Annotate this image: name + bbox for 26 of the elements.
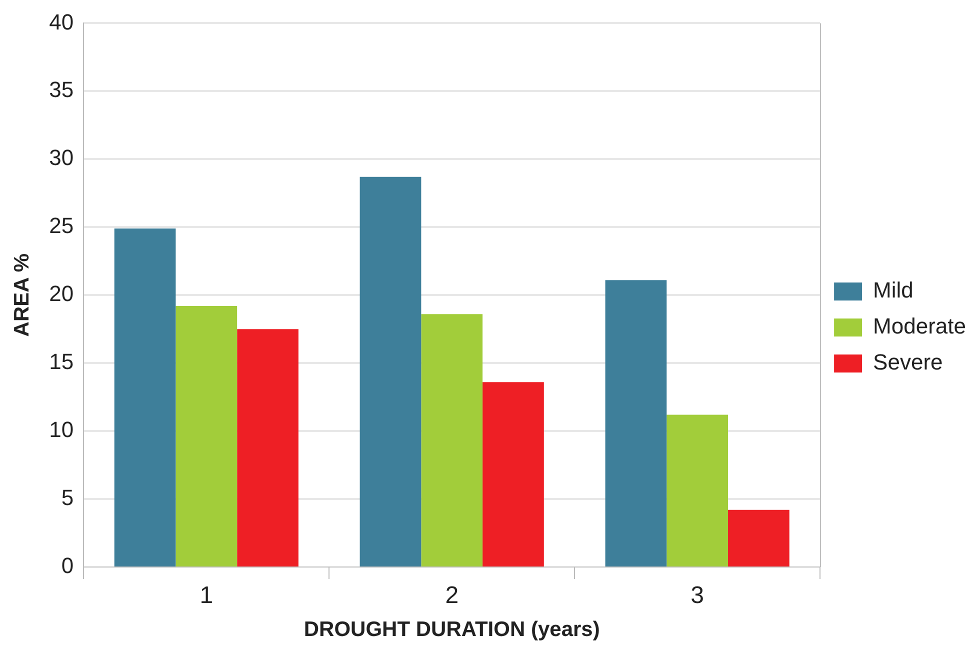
y-tick-label: 0 xyxy=(61,553,74,578)
bar xyxy=(666,414,728,566)
y-tick-label: 10 xyxy=(49,417,74,442)
bar xyxy=(237,329,298,566)
x-tick-label: 3 xyxy=(690,582,704,610)
y-tick-label: 25 xyxy=(49,213,74,238)
y-tick-label: 35 xyxy=(49,77,74,102)
bar xyxy=(176,306,238,566)
bar xyxy=(482,382,544,566)
legend-label: Severe xyxy=(873,350,943,375)
bar xyxy=(605,280,667,566)
x-tick-label: 1 xyxy=(200,582,214,610)
y-tick-label: 20 xyxy=(49,281,74,306)
x-tick-label: 2 xyxy=(445,582,459,610)
x-axis-title: DROUGHT DURATION (years) xyxy=(304,618,600,642)
y-tick-label: 30 xyxy=(49,145,74,170)
legend-label: Moderate xyxy=(873,314,966,339)
y-tick-label: 5 xyxy=(61,485,74,510)
y-tick-label: 15 xyxy=(49,349,74,374)
bar xyxy=(114,228,176,566)
bar xyxy=(728,510,790,566)
bar xyxy=(421,314,483,566)
y-axis-title: AREA % xyxy=(10,253,34,337)
y-tick-label: 40 xyxy=(49,9,74,34)
bar xyxy=(360,176,422,566)
legend-label: Mild xyxy=(873,278,914,303)
